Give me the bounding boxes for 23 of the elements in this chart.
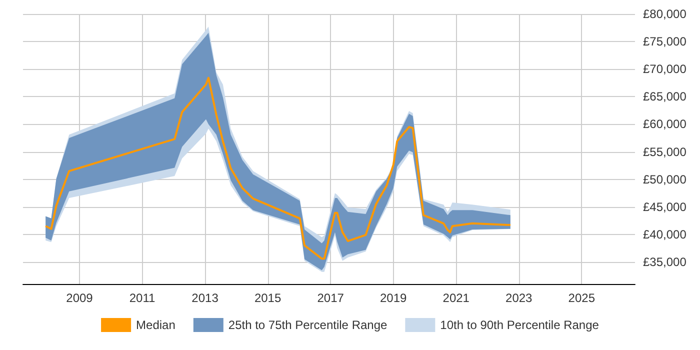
legend-label: Median [136, 318, 176, 332]
x-tick-label: 2021 [442, 291, 470, 305]
y-tick-label: £75,000 [643, 34, 687, 49]
y-tick-label: £70,000 [643, 62, 687, 76]
legend-label: 10th to 90th Percentile Range [440, 318, 600, 332]
legend-label: 25th to 75th Percentile Range [228, 318, 388, 332]
y-tick-label: £80,000 [643, 7, 687, 21]
y-tick-label: £65,000 [643, 90, 687, 104]
x-tick-label: 2017 [317, 291, 344, 305]
y-tick-label: £55,000 [643, 144, 687, 159]
x-tick-label: 2009 [66, 291, 94, 305]
line-series [44, 76, 512, 260]
x-tick-label: 2013 [192, 291, 219, 305]
y-tick-label: £50,000 [643, 172, 687, 186]
x-tick-label: 2015 [254, 291, 282, 305]
x-tick-label: 2023 [506, 291, 533, 305]
y-tick-label: £40,000 [643, 227, 687, 242]
y-tick-label: £35,000 [643, 254, 687, 269]
x-tick-label: 2019 [380, 291, 408, 305]
x-tick-label: 2025 [568, 291, 596, 305]
y-tick-label: £60,000 [643, 117, 687, 132]
x-tick-label: 2011 [129, 291, 156, 305]
y-tick-label: £45,000 [643, 200, 687, 214]
